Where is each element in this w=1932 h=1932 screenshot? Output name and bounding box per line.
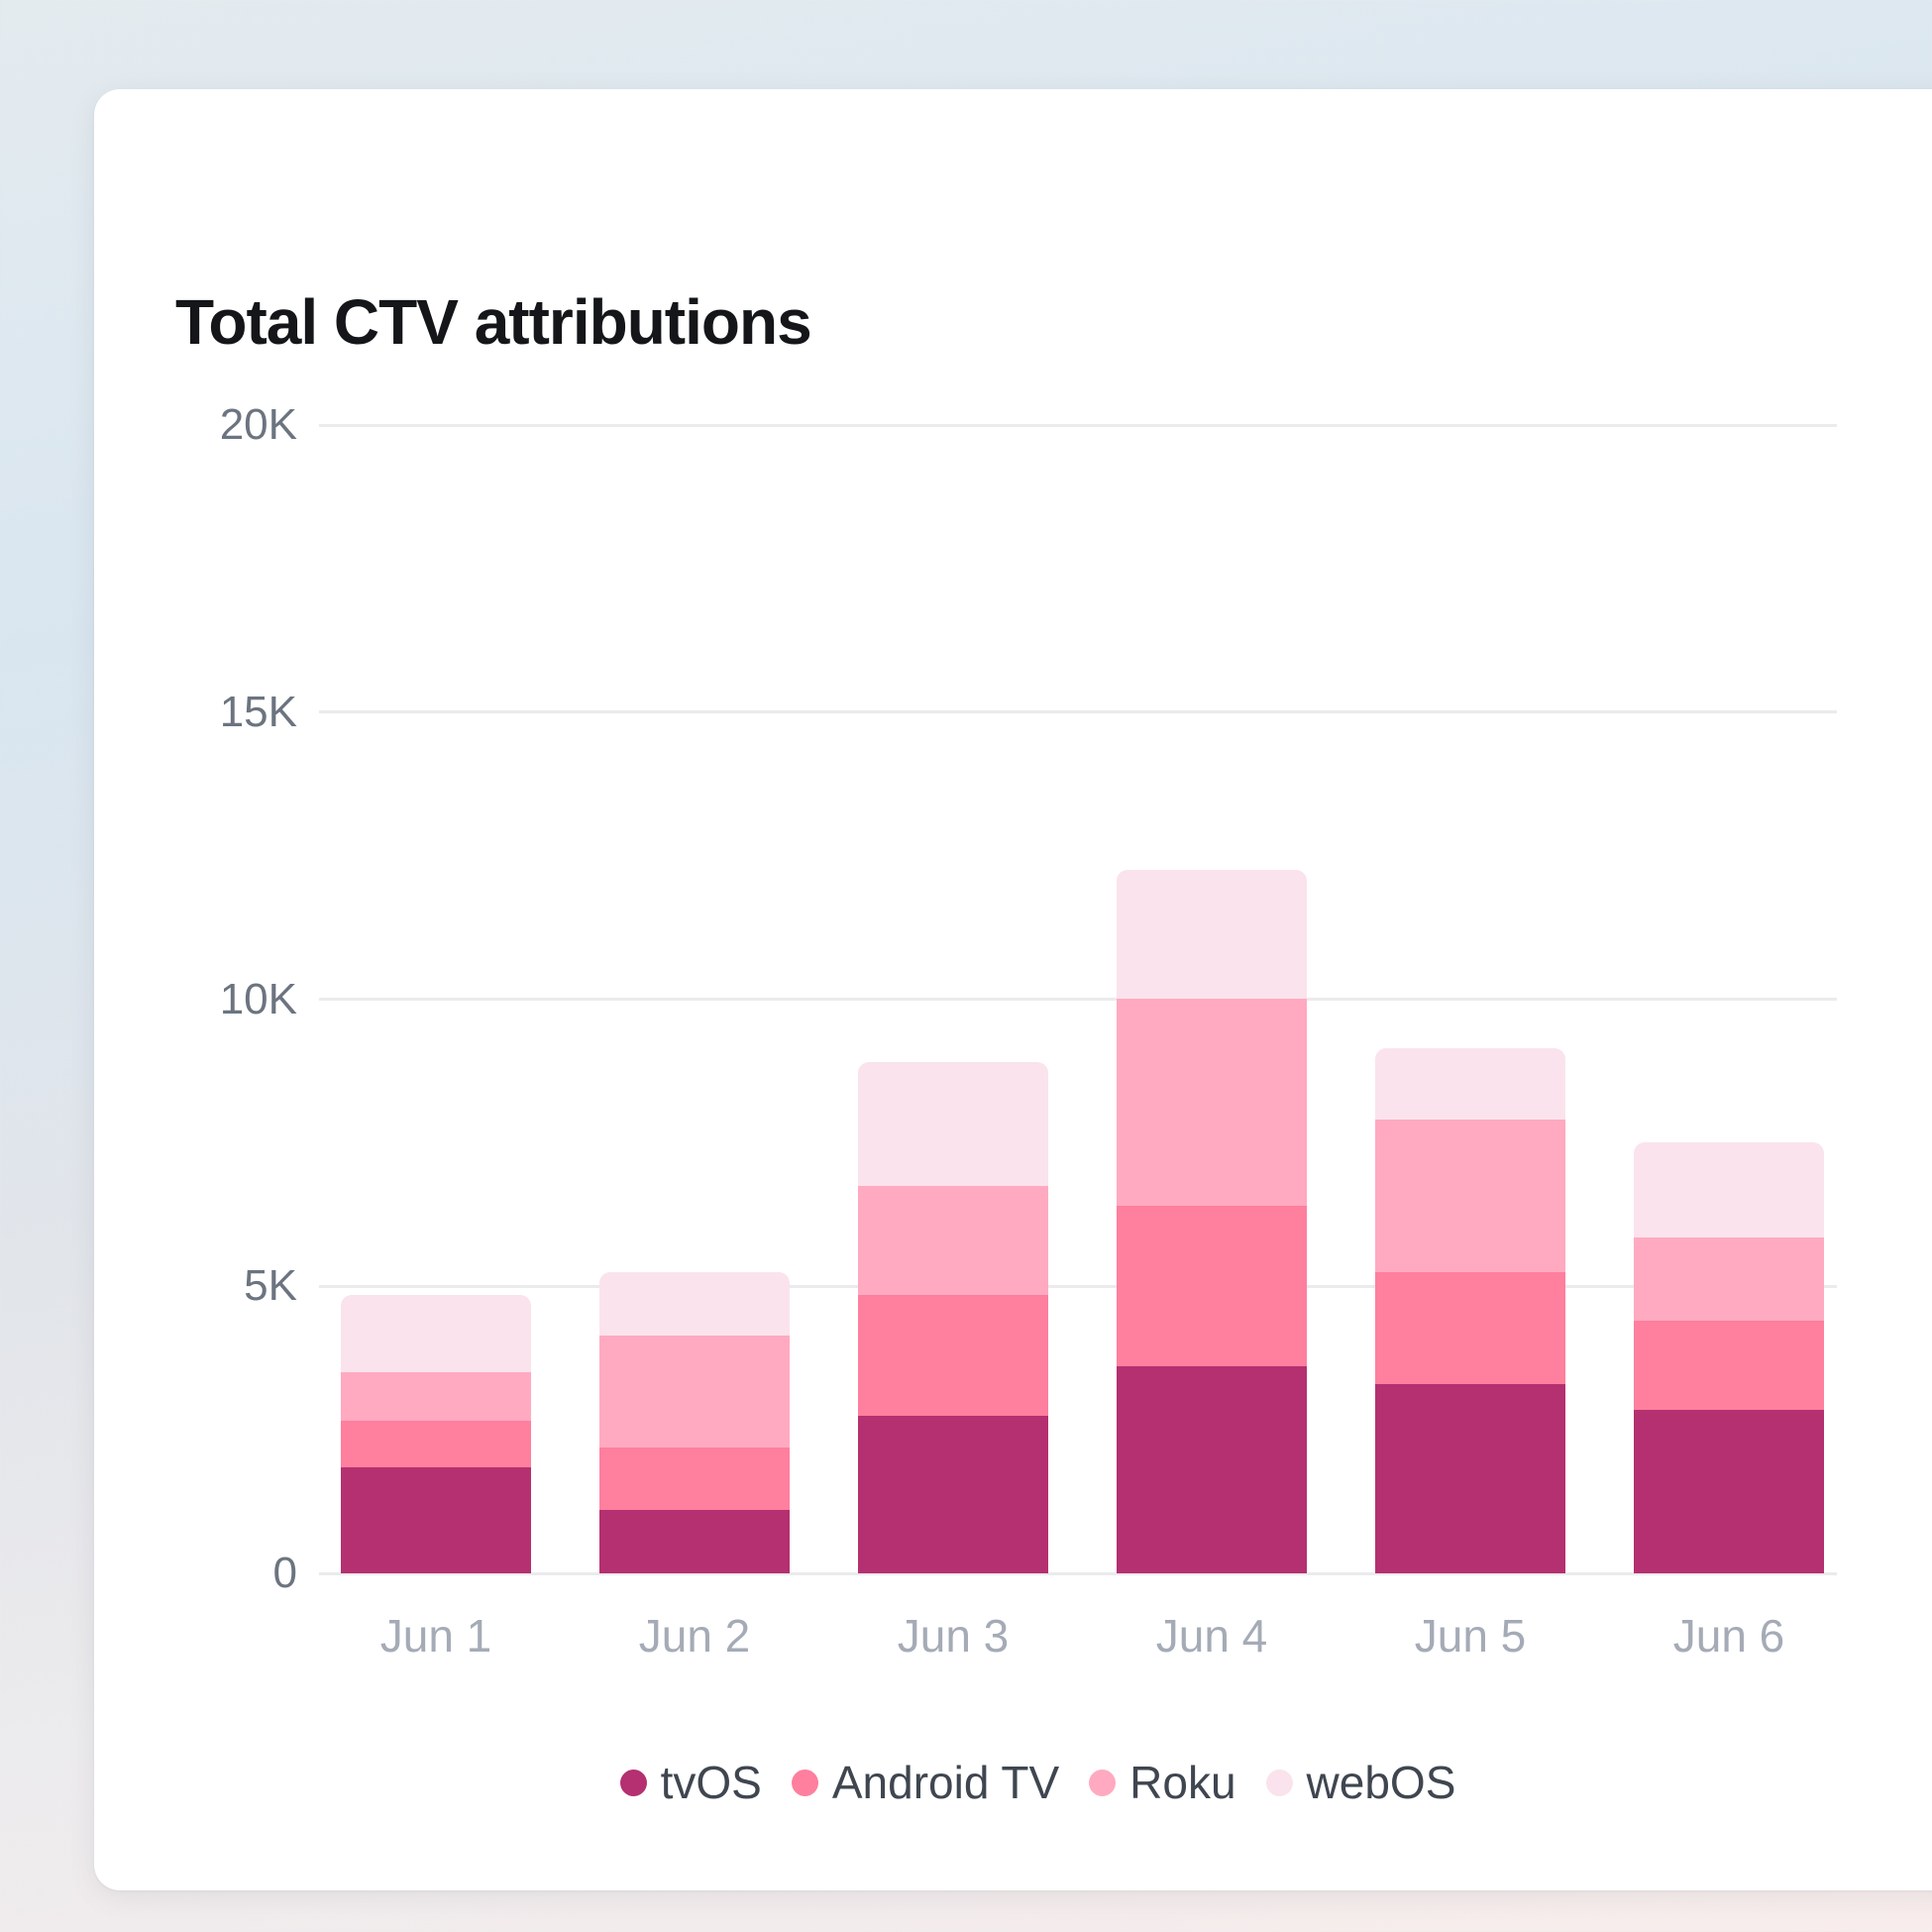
bar-segment-tvos[interactable]	[341, 1466, 531, 1573]
bar-segment-webos[interactable]	[1117, 870, 1307, 1000]
bar-jun-3[interactable]	[858, 1062, 1048, 1573]
legend-dot-icon	[791, 1769, 818, 1796]
bar-segment-webos[interactable]	[599, 1272, 790, 1336]
bar-segment-tvos[interactable]	[1117, 1366, 1307, 1573]
legend-label: Roku	[1129, 1757, 1236, 1808]
bar-segment-android-tv[interactable]	[599, 1447, 790, 1511]
bar-segment-webos[interactable]	[1375, 1048, 1565, 1121]
chart-title: Total CTV attributions	[175, 286, 812, 358]
y-tick-label: 10K	[219, 974, 297, 1023]
legend-label: Android TV	[831, 1757, 1060, 1808]
x-tick-label: Jun 6	[1672, 1610, 1785, 1662]
bar-segment-roku[interactable]	[1634, 1236, 1824, 1321]
bar-jun-5[interactable]	[1375, 1048, 1565, 1573]
gridline-20K	[319, 423, 1837, 427]
bar-segment-android-tv[interactable]	[341, 1421, 531, 1467]
x-tick-label: Jun 5	[1414, 1610, 1527, 1662]
bar-segment-tvos[interactable]	[1634, 1409, 1824, 1573]
y-tick-label: 15K	[219, 687, 297, 736]
chart-card: Total CTV attributions 0 5K 10K 15K 20K Jun 1…	[94, 89, 1932, 1890]
gridline-15K	[319, 710, 1837, 714]
gridline-10K	[319, 998, 1837, 1001]
bar-segment-webos[interactable]	[341, 1295, 531, 1373]
bar-segment-android-tv[interactable]	[1634, 1320, 1824, 1410]
bar-segment-webos[interactable]	[858, 1062, 1048, 1186]
gridline-0	[319, 1571, 1837, 1575]
bar-jun-4[interactable]	[1117, 870, 1307, 1573]
x-tick-label: Jun 2	[638, 1610, 751, 1662]
bar-jun-1[interactable]	[341, 1295, 531, 1573]
plot-area: 0 5K 10K 15K 20K Jun 1 Jun 2 Jun 3 Jun 4 Jun 5 Jun…	[220, 403, 1837, 1659]
legend-label: tvOS	[660, 1757, 762, 1808]
y-tick-label: 20K	[219, 400, 297, 449]
legend-item-android-tv[interactable]: Android TV	[791, 1756, 1060, 1809]
bar-segment-android-tv[interactable]	[1375, 1271, 1565, 1384]
bar-segment-webos[interactable]	[1634, 1142, 1824, 1237]
bar-segment-android-tv[interactable]	[1117, 1206, 1307, 1367]
legend-dot-icon	[1089, 1769, 1117, 1796]
legend-dot-icon	[1265, 1769, 1293, 1796]
legend-item-roku[interactable]: Roku	[1089, 1756, 1236, 1809]
y-tick-label: 5K	[244, 1261, 297, 1311]
legend-item-tvos[interactable]: tvOS	[619, 1756, 762, 1809]
legend-label: webOS	[1306, 1757, 1456, 1808]
bar-jun-2[interactable]	[599, 1272, 790, 1573]
bar-segment-tvos[interactable]	[858, 1415, 1048, 1573]
legend: tvOS Android TV Roku webOS	[94, 1756, 1932, 1809]
gridline-5K	[319, 1284, 1837, 1288]
bar-segment-roku[interactable]	[599, 1335, 790, 1448]
legend-item-webos[interactable]: webOS	[1265, 1756, 1456, 1809]
bar-segment-roku[interactable]	[1375, 1120, 1565, 1272]
x-tick-label: Jun 4	[1155, 1610, 1268, 1662]
bar-segment-tvos[interactable]	[599, 1510, 790, 1573]
bar-segment-roku[interactable]	[858, 1185, 1048, 1295]
bar-jun-6[interactable]	[1634, 1142, 1824, 1573]
bar-segment-tvos[interactable]	[1375, 1383, 1565, 1573]
legend-dot-icon	[619, 1769, 647, 1796]
bar-segment-android-tv[interactable]	[858, 1294, 1048, 1416]
y-tick-label: 0	[272, 1549, 297, 1597]
x-tick-label: Jun 1	[379, 1610, 492, 1662]
x-tick-label: Jun 3	[897, 1610, 1010, 1662]
bar-segment-roku[interactable]	[341, 1372, 531, 1422]
bar-segment-roku[interactable]	[1117, 999, 1307, 1207]
